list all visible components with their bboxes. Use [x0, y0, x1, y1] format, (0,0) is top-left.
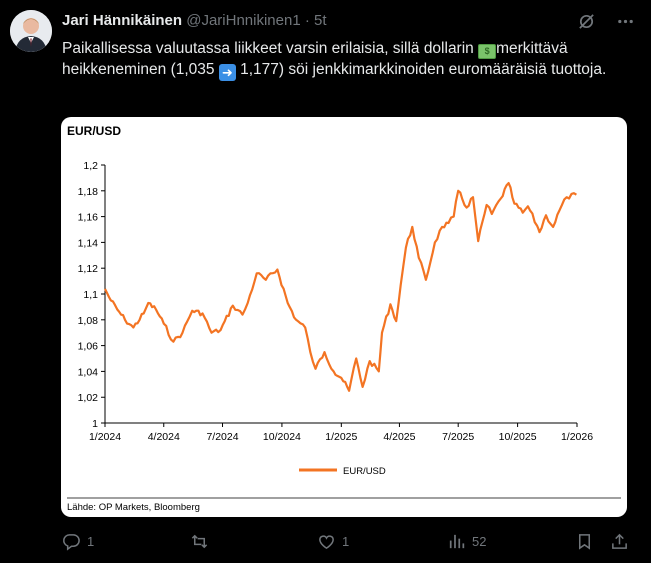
reply-icon: [63, 534, 80, 551]
bookmark-button[interactable]: [575, 532, 594, 551]
series-line-eur-usd: [104, 182, 577, 392]
x-tick-label: 1/2025: [325, 431, 357, 443]
more-icon[interactable]: [616, 12, 635, 36]
like-icon: [319, 535, 334, 550]
post-time[interactable]: 5t: [314, 12, 327, 29]
y-tick-label: 1,06: [78, 341, 99, 353]
share-button[interactable]: [610, 532, 629, 551]
y-tick-label: 1,02: [78, 392, 99, 404]
chart-title: EUR/USD: [67, 124, 121, 138]
x-tick-label: 1/2024: [89, 431, 121, 443]
author-handle[interactable]: @JariHnnikinen1: [186, 12, 301, 29]
retweet-button[interactable]: [190, 532, 209, 551]
x-tick-label: 1/2026: [561, 431, 593, 443]
tweet-text: Paikallisessa valuutassa liikkeet varsin…: [62, 38, 632, 81]
tweet-header: Jari Hännikäinen @JariHnnikinen1 · 5t: [62, 12, 327, 29]
legend-label: EUR/USD: [343, 466, 386, 477]
x-tick-label: 4/2025: [383, 431, 415, 443]
chart-image[interactable]: EUR/USD Lähde: OP Markets, Bloomberg 1 1,…: [61, 117, 627, 517]
views-icon: [449, 534, 465, 549]
y-tick-label: 1,1: [83, 289, 98, 301]
like-count: 1: [342, 534, 350, 549]
chart-axes: 1 1,02 1,04 1,06 1,08 1,1 1,12 1,14 1,16 1,18 1,2 1…: [78, 160, 594, 443]
x-tick-label: 7/2025: [442, 431, 474, 443]
x-tick-label: 4/2024: [148, 431, 180, 443]
like-button[interactable]: 1: [317, 532, 349, 551]
y-tick-label: 1,08: [78, 315, 99, 327]
views-button[interactable]: 52: [447, 532, 486, 551]
y-tick-label: 1,14: [78, 237, 99, 249]
y-tick-label: 1,12: [78, 263, 99, 275]
retweet-icon: [191, 534, 208, 549]
money-emoji-icon: $: [478, 44, 497, 59]
reply-count: 1: [87, 534, 95, 549]
y-tick-label: 1,2: [83, 160, 98, 172]
share-icon: [612, 533, 627, 549]
y-tick-label: 1,16: [78, 212, 99, 224]
avatar[interactable]: [10, 10, 52, 52]
tweet-text-part2: merkittävä heikkeneminen (1,035: [62, 40, 568, 78]
author-name[interactable]: Jari Hännikäinen: [62, 12, 183, 29]
top-icons: [577, 12, 635, 36]
y-tick-label: 1: [92, 418, 98, 430]
x-tick-label: 7/2024: [206, 431, 238, 443]
y-tick-label: 1,18: [78, 186, 99, 198]
avatar-photo: [10, 10, 52, 52]
tweet-text-part3: 1,177) söi jenkkimarkkinoiden euromääräi…: [235, 61, 607, 78]
eur-usd-chart: EUR/USD Lähde: OP Markets, Bloomberg 1 1,…: [67, 124, 621, 513]
view-count: 52: [472, 534, 487, 549]
right-arrow-emoji-icon: ➜: [218, 64, 236, 81]
header-separator: ·: [304, 12, 310, 29]
x-tick-label: 10/2025: [499, 431, 537, 443]
x-tick-label: 10/2024: [263, 431, 301, 443]
action-bar: 1 1 52: [62, 532, 630, 554]
grok-icon[interactable]: [577, 12, 596, 36]
tweet-text-part1: Paikallisessa valuutassa liikkeet varsin…: [62, 40, 479, 57]
y-tick-label: 1,04: [78, 366, 99, 378]
chart-source: Lähde: OP Markets, Bloomberg: [67, 502, 200, 513]
reply-button[interactable]: 1: [62, 532, 94, 551]
chart-legend: EUR/USD: [299, 466, 386, 477]
chart-plot: [104, 182, 577, 392]
bookmark-icon: [578, 534, 591, 550]
